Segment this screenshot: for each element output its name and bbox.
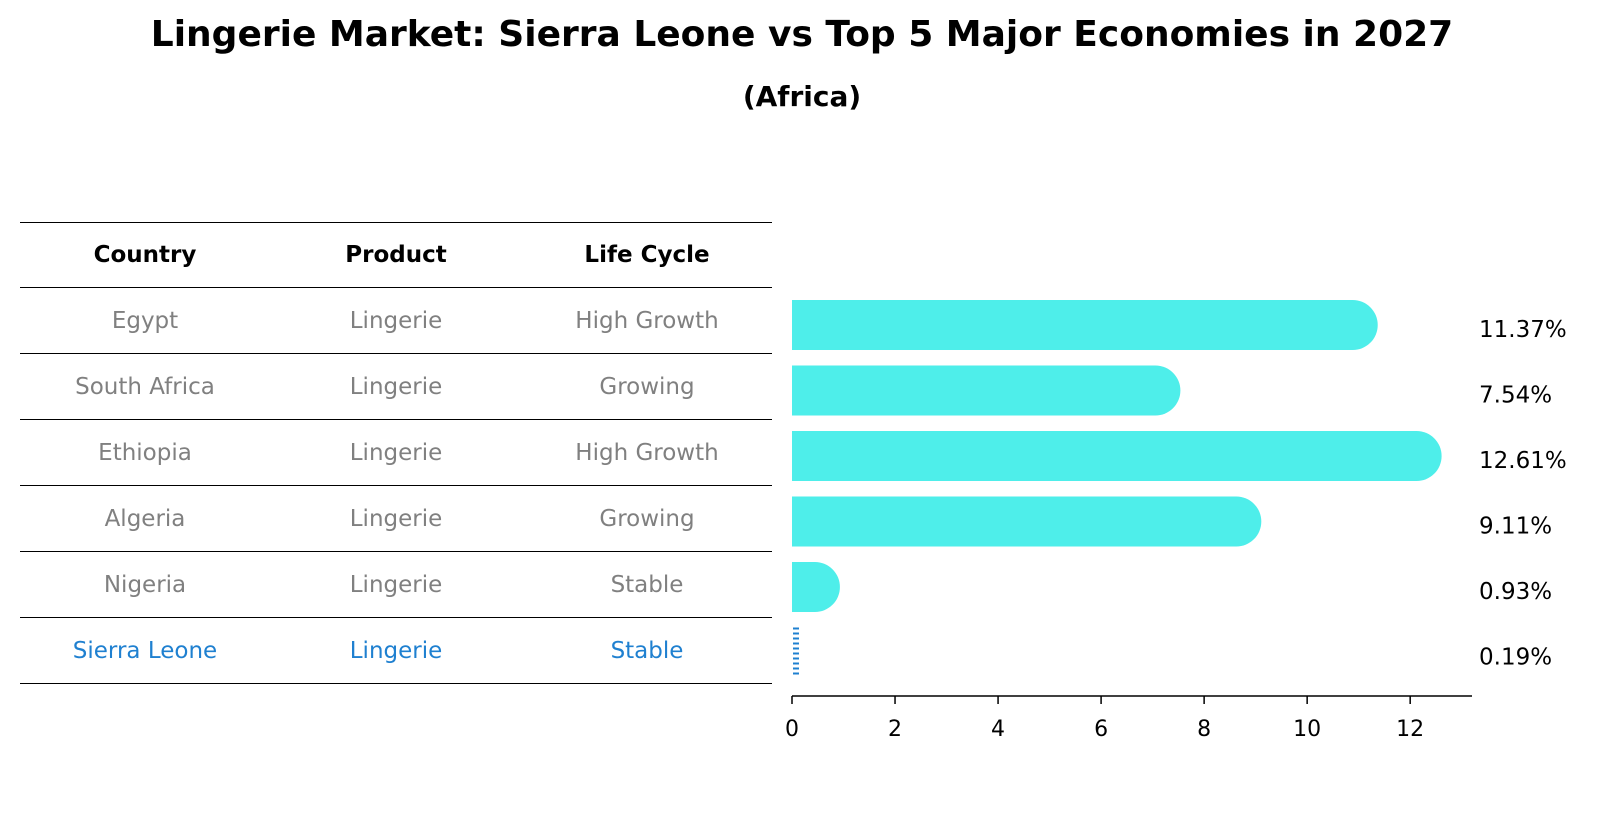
header-life-cycle: Life Cycle	[584, 242, 710, 268]
table-row: Algeria Lingerie Growing	[20, 486, 772, 552]
cell-product: Lingerie	[349, 505, 443, 532]
cell-life-cycle: Stable	[610, 637, 684, 664]
table-row: Ethiopia Lingerie High Growth	[20, 420, 772, 486]
value-label: 0.19%	[1479, 645, 1552, 671]
cell-life-cycle: Growing	[599, 373, 695, 400]
x-tick-label: 8	[1197, 717, 1211, 742]
x-tick-label: 4	[991, 717, 1005, 742]
table-row: Egypt Lingerie High Growth	[20, 288, 772, 354]
value-label: 7.54%	[1479, 383, 1552, 409]
cell-life-cycle: Stable	[610, 571, 684, 598]
x-tick-label: 2	[888, 717, 902, 742]
x-tick-label: 12	[1396, 717, 1424, 742]
bar-nigeria	[792, 562, 840, 612]
table-row-highlight: Sierra Leone Lingerie Stable	[20, 618, 772, 684]
cell-life-cycle: Growing	[599, 505, 695, 532]
cell-product: Lingerie	[349, 571, 443, 598]
header-country: Country	[93, 242, 197, 268]
value-label: 0.93%	[1479, 579, 1552, 605]
cell-life-cycle: High Growth	[575, 439, 719, 466]
chart-subtitle: (Africa)	[742, 80, 862, 113]
cell-life-cycle: High Growth	[575, 307, 719, 334]
table-header-row: Country Product Life Cycle	[20, 222, 772, 288]
country-table: Country Product Life Cycle Egypt Lingeri…	[20, 222, 772, 684]
cell-country: Ethiopia	[98, 439, 192, 466]
cell-country: Egypt	[111, 307, 179, 334]
cell-product: Lingerie	[349, 373, 443, 400]
bar-egypt	[792, 300, 1378, 350]
bars-group	[792, 300, 1442, 678]
cell-country: Algeria	[104, 505, 186, 532]
value-label: 9.11%	[1479, 514, 1552, 540]
cell-product: Lingerie	[349, 307, 443, 334]
cell-country: Sierra Leone	[72, 637, 218, 664]
bar-south-africa	[792, 365, 1181, 416]
value-label: 12.61%	[1479, 448, 1567, 474]
cell-country: Nigeria	[103, 571, 187, 598]
cell-product: Lingerie	[349, 637, 443, 664]
bar-ethiopia	[792, 431, 1442, 481]
cell-country: South Africa	[75, 373, 215, 400]
x-tick-label: 0	[785, 717, 799, 742]
bar-algeria	[792, 496, 1262, 547]
x-ticks-group: 0 2 4 6 8 10 12	[785, 696, 1424, 742]
x-tick-label: 10	[1293, 717, 1321, 742]
value-labels-group: 11.37% 7.54% 12.61% 9.11% 0.93% 0.19%	[1479, 317, 1567, 671]
chart-title: Lingerie Market: Sierra Leone vs Top 5 M…	[150, 14, 1454, 55]
value-label: 11.37%	[1479, 317, 1567, 343]
table-row: South Africa Lingerie Growing	[20, 354, 772, 420]
cell-product: Lingerie	[349, 439, 443, 466]
table-row: Nigeria Lingerie Stable	[20, 552, 772, 618]
x-tick-label: 6	[1094, 717, 1108, 742]
header-product: Product	[345, 242, 447, 268]
